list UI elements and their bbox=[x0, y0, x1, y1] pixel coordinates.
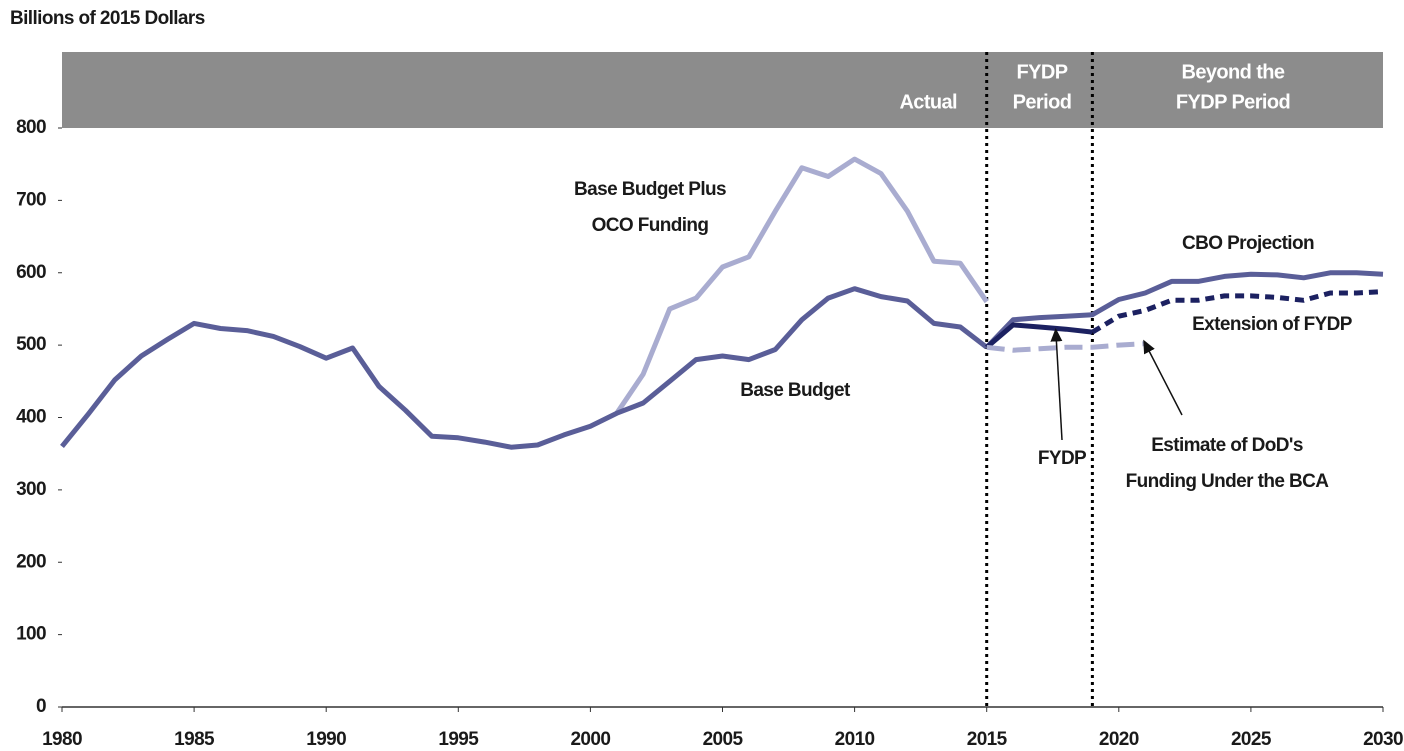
y-tick-label: 500 bbox=[16, 334, 46, 355]
series-line bbox=[1091, 289, 1384, 335]
annotation: Base Budget Plus bbox=[574, 179, 726, 200]
y-tick-label: 300 bbox=[16, 479, 46, 500]
y-tick-label: 0 bbox=[36, 696, 46, 717]
series-line bbox=[984, 270, 1384, 350]
period-label: Actual bbox=[899, 91, 957, 113]
y-tick-label: 200 bbox=[16, 551, 46, 572]
x-tick-label: 2010 bbox=[835, 729, 875, 750]
annotation: Estimate of DoD's bbox=[1151, 435, 1303, 456]
x-tick-label: 2020 bbox=[1099, 729, 1139, 750]
x-tick-label: 1985 bbox=[174, 729, 215, 750]
annotation: Base Budget bbox=[740, 380, 851, 401]
annotation: CBO Projection bbox=[1182, 233, 1314, 254]
annotation: OCO Funding bbox=[592, 215, 709, 236]
period-label: FYDP Period bbox=[1176, 91, 1290, 113]
x-tick-label: 2015 bbox=[967, 729, 1008, 750]
series-line bbox=[986, 341, 1146, 353]
y-tick-label: 600 bbox=[16, 262, 46, 283]
period-label: Beyond the bbox=[1182, 61, 1285, 83]
series-line bbox=[60, 286, 989, 450]
x-tick-label: 2005 bbox=[703, 729, 744, 750]
x-tick-label: 2025 bbox=[1231, 729, 1272, 750]
period-band bbox=[62, 52, 1383, 128]
y-tick-label: 800 bbox=[16, 117, 46, 138]
y-tick-label: 700 bbox=[16, 189, 46, 210]
annotation-arrow bbox=[1050, 328, 1063, 441]
annotation: FYDP bbox=[1038, 448, 1087, 469]
y-tick-label: 400 bbox=[16, 407, 46, 428]
annotation: Funding Under the BCA bbox=[1126, 471, 1330, 492]
series-line bbox=[614, 156, 989, 415]
x-tick-label: 1980 bbox=[42, 729, 82, 750]
y-tick-label: 100 bbox=[16, 624, 46, 645]
series-line bbox=[985, 322, 1093, 350]
x-tick-label: 1995 bbox=[438, 729, 479, 750]
y-axis-label: Billions of 2015 Dollars bbox=[10, 8, 205, 29]
x-tick-label: 1990 bbox=[306, 729, 346, 750]
x-tick-label: 2030 bbox=[1363, 729, 1403, 750]
annotation: Extension of FYDP bbox=[1192, 314, 1353, 335]
period-label: FYDP bbox=[1017, 61, 1068, 83]
annotation-arrow bbox=[1143, 339, 1183, 416]
x-tick-label: 2000 bbox=[570, 729, 610, 750]
period-label: Period bbox=[1013, 91, 1072, 113]
